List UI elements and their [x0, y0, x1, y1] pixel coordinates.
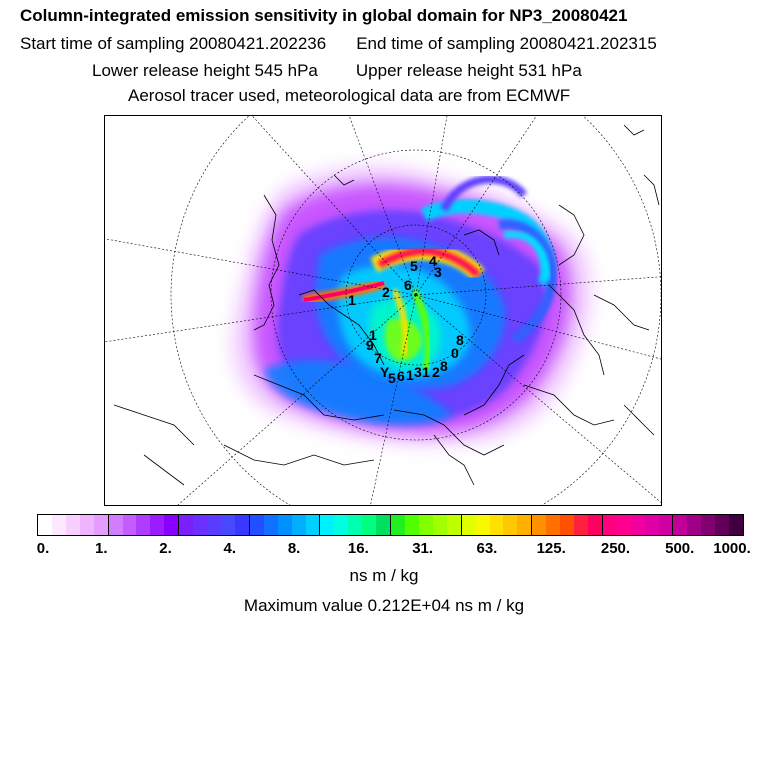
- sampling-start: Start time of sampling 20080421.202236: [20, 34, 327, 53]
- colorbar-segment: [560, 515, 575, 535]
- release-label: 1: [406, 367, 414, 383]
- colorbar-tick-label: 0.: [36, 540, 50, 557]
- release-label: 8: [456, 332, 464, 348]
- colorbar-tick-label: 2.: [159, 540, 172, 557]
- sensitivity-field: [230, 164, 593, 446]
- colorbar-segment: [418, 515, 433, 535]
- colorbar-segment: [362, 515, 377, 535]
- colorbar-segment: [263, 515, 278, 535]
- colorbar-segment: [574, 515, 588, 535]
- colorbar-segment: [602, 515, 617, 535]
- colorbar-segment: [517, 515, 533, 535]
- colorbar-segment: [673, 515, 688, 535]
- colorbar-tick-label: 31.: [412, 540, 434, 557]
- release-label: 3: [414, 364, 422, 380]
- sampling-times: Start time of sampling 20080421.202236 En…: [20, 34, 657, 54]
- map-frame: [104, 115, 662, 506]
- colorbar-segment: [38, 515, 52, 535]
- release-labels: 1 2 6 5 4 3 8 0 9 7 1 2 3 1 6 5 Y 1 8: [348, 253, 464, 386]
- release-label: 9: [366, 337, 374, 353]
- release-label: 5: [410, 258, 418, 274]
- colorbar-segment: [503, 515, 518, 535]
- colorbar-segment: [179, 515, 194, 535]
- colorbar-segment: [546, 515, 561, 535]
- colorbar-tick-label: 250.: [600, 540, 631, 557]
- colorbar-segment: [220, 515, 235, 535]
- coastlines: [113, 124, 660, 486]
- upper-release-height: Upper release height 531 hPa: [355, 61, 582, 80]
- colorbar-segment: [376, 515, 392, 535]
- release-label: 8: [440, 358, 448, 374]
- colorbar-segment: [150, 515, 165, 535]
- colorbar-segment: [658, 515, 674, 535]
- release-label: 7: [374, 350, 382, 366]
- lower-release-height: Lower release height 545 hPa: [92, 61, 318, 80]
- release-label: 5: [388, 370, 396, 386]
- colorbar-segment: [136, 515, 151, 535]
- colorbar-segment: [432, 515, 447, 535]
- sampling-end: End time of sampling 20080421.202315: [356, 34, 657, 53]
- colorbar-segment: [687, 515, 702, 535]
- colorbar-segment: [93, 515, 109, 535]
- colorbar-segment: [715, 515, 730, 535]
- colorbar-segment: [616, 515, 631, 535]
- colorbar-tick-label: 500.: [665, 540, 695, 557]
- tracer-note: Aerosol tracer used, meteorological data…: [128, 86, 571, 105]
- colorbar-segment: [489, 515, 504, 535]
- colorbar-segment: [475, 515, 490, 535]
- release-heights: Lower release height 545 hPa Upper releas…: [92, 61, 582, 81]
- colorbar-segment: [207, 515, 221, 535]
- colorbar-tick-label: 4.: [223, 540, 237, 557]
- colorbar-segment: [122, 515, 137, 535]
- colorbar-segment: [193, 515, 208, 535]
- release-label: 6: [397, 368, 405, 384]
- colorbar-segment: [108, 515, 123, 535]
- colorbar-unit: ns m / kg: [349, 566, 419, 585]
- colorbar-segment: [277, 515, 292, 535]
- colorbar-tick-label: 1.: [95, 540, 108, 557]
- colorbar-segment: [461, 515, 476, 535]
- colorbar-segment: [404, 515, 419, 535]
- colorbar-segment: [320, 515, 335, 535]
- release-label: 2: [382, 284, 390, 300]
- colorbar-segment: [164, 515, 180, 535]
- release-label: Y: [380, 364, 390, 380]
- colorbar-segment: [446, 515, 462, 535]
- release-label: 1: [369, 327, 377, 343]
- colorbar-tick-label: 8.: [287, 540, 301, 557]
- colorbar-segment: [729, 515, 744, 535]
- colorbar-tick-label: 63.: [476, 540, 498, 557]
- colorbar-segment: [305, 515, 321, 535]
- colorbar-segment: [51, 515, 66, 535]
- release-label: 4: [429, 253, 437, 269]
- colorbar-segment: [234, 515, 250, 535]
- release-label: 3: [434, 264, 442, 280]
- colorbar-segment: [391, 515, 405, 535]
- colorbar-segment: [630, 515, 645, 535]
- maximum-value: Maximum value 0.212E+04 ns m / kg: [243, 596, 525, 615]
- colorbar-tick-label: 125.: [536, 540, 566, 557]
- colorbar-segment: [701, 515, 716, 535]
- polar-map: 1 2 6 5 4 3 8 0 9 7 1 2 3 1 6 5 Y 1 8: [104, 115, 662, 506]
- colorbar-segment: [334, 515, 349, 535]
- colorbar-segment: [644, 515, 659, 535]
- colorbar-segment: [348, 515, 363, 535]
- release-label: 6: [404, 277, 412, 293]
- colorbar-segment: [587, 515, 603, 535]
- release-label: 1: [422, 364, 430, 380]
- release-label: 0: [451, 345, 459, 361]
- colorbar: [37, 514, 744, 536]
- colorbar-segment: [65, 515, 80, 535]
- colorbar-segment: [79, 515, 94, 535]
- colorbar-segment: [249, 515, 264, 535]
- colorbar-segment: [532, 515, 547, 535]
- colorbar-tick-label: 16.: [347, 540, 369, 557]
- colorbar-segment: [291, 515, 306, 535]
- colorbar-tick-label: 1000.: [713, 540, 751, 557]
- release-label: 2: [432, 364, 440, 380]
- release-label: 1: [348, 292, 356, 308]
- plot-title: Column-integrated emission sensitivity i…: [20, 6, 628, 25]
